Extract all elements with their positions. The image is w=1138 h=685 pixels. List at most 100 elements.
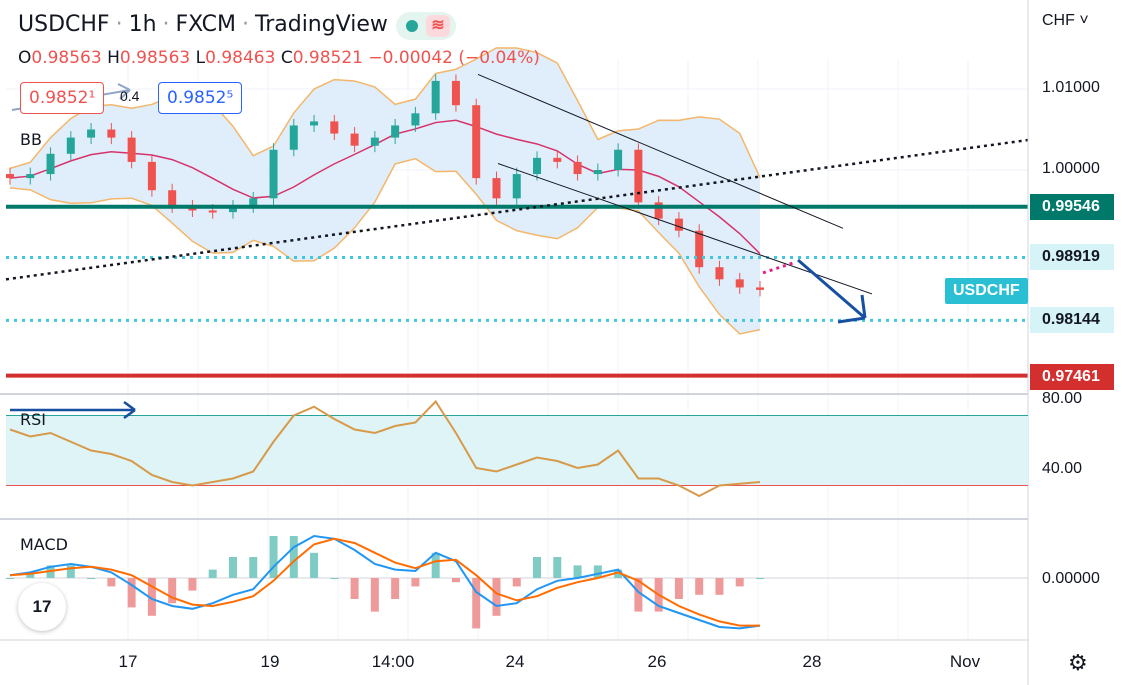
symbol-header: USDCHF · 1h · FXCM · TradingView <box>18 12 388 37</box>
candle-body <box>756 287 764 290</box>
macd-histogram-bar <box>87 578 96 579</box>
macd-histogram-bar <box>228 557 237 578</box>
macd-histogram-bar <box>188 578 197 591</box>
candle-body <box>127 137 136 162</box>
candle-body <box>614 149 623 170</box>
macd-histogram-bar <box>330 578 339 579</box>
macd-line <box>9 534 761 630</box>
candle-body <box>715 267 724 280</box>
level-badge-r1: 0.99546 <box>1030 194 1114 220</box>
last-price-symbol-badge: USDCHF <box>945 278 1028 304</box>
candle-body <box>553 157 562 162</box>
candle-body <box>593 170 602 175</box>
candle-body <box>26 174 35 179</box>
macd-histogram-bar <box>593 565 602 578</box>
price-tick: 1.01000 <box>1042 79 1100 96</box>
candle-body <box>269 149 278 199</box>
level-badge-s1: 0.98144 <box>1030 307 1114 333</box>
time-tick: 26 <box>647 652 667 671</box>
macd-histogram-bar <box>411 578 420 587</box>
candle-body <box>310 121 319 126</box>
candle-body <box>6 174 14 179</box>
candle-body <box>695 230 704 268</box>
macd-histogram-bar <box>695 578 704 595</box>
candle-body <box>411 113 420 126</box>
macd-indicator-label[interactable]: MACD <box>20 535 68 554</box>
macd-histogram-bar <box>66 565 75 578</box>
candle-body <box>674 218 683 231</box>
candle-body <box>208 210 217 213</box>
open-value: 0.98563 <box>31 48 102 68</box>
candle-body <box>735 279 744 288</box>
macd-histogram-bar <box>512 578 521 587</box>
change-value: −0.00042 (−0.04%) <box>368 48 540 68</box>
macd-histogram-bar <box>107 578 116 587</box>
macd-histogram-bar <box>208 569 217 578</box>
time-tick: 28 <box>802 652 822 671</box>
level-badge-s2: 0.97461 <box>1030 364 1114 390</box>
macd-histogram-bar <box>674 578 683 599</box>
candle-body <box>350 133 359 146</box>
bb-lower-band <box>9 157 761 335</box>
candle-body <box>533 157 542 175</box>
macd-histogram-bar <box>391 578 400 599</box>
macd-histogram-bar <box>756 578 764 579</box>
candle-body <box>654 202 663 219</box>
time-tick: 19 <box>260 652 280 671</box>
currency-selector[interactable]: CHF ˅ <box>1042 12 1089 29</box>
candle-body <box>107 129 116 138</box>
time-tick: Nov <box>949 652 981 671</box>
spread-value: 0.4 <box>120 88 140 104</box>
candle-body <box>573 161 582 175</box>
macd-histogram-bar <box>269 536 278 578</box>
time-tick: 14:00 <box>371 652 415 671</box>
candle-body <box>147 161 156 191</box>
time-tick: 17 <box>118 652 138 671</box>
macd-tick: 0.00000 <box>1042 570 1100 587</box>
macd-histogram-bar <box>715 578 724 595</box>
time-tick: 24 <box>505 652 525 671</box>
signal-line <box>9 537 760 627</box>
rsi-indicator-label[interactable]: RSI <box>20 410 46 429</box>
candle-body <box>431 80 440 114</box>
gear-icon[interactable]: ⚙ <box>1068 650 1088 675</box>
macd-histogram-bar <box>127 578 136 608</box>
symbol-name[interactable]: USDCHF <box>18 12 110 37</box>
rsi-band <box>6 415 1028 486</box>
market-status-toggle[interactable]: ≋ <box>396 12 456 40</box>
tradingview-logo-icon[interactable]: 17 <box>18 583 66 631</box>
macd-histogram-bar <box>451 578 460 583</box>
interval[interactable]: 1h <box>128 12 157 37</box>
macd-histogram-bar <box>147 578 156 616</box>
replay-icon: ≋ <box>426 15 450 37</box>
high-value: 0.98563 <box>119 48 191 68</box>
projection-dots <box>762 260 796 275</box>
buy-button[interactable]: 0.9852⁵ <box>158 82 243 114</box>
macd-histogram-bar <box>553 557 562 578</box>
rsi-line <box>9 399 761 498</box>
candle-body <box>289 125 298 150</box>
candle-body <box>66 137 75 154</box>
macd-histogram-bar <box>350 578 359 599</box>
broker: FXCM <box>175 12 236 37</box>
candle-body <box>168 190 177 207</box>
bb-upper-band <box>9 47 761 179</box>
rsi-tick: 40.00 <box>1042 460 1083 477</box>
candle-body <box>492 178 501 199</box>
macd-histogram-bar <box>472 578 481 629</box>
bb-indicator-label[interactable]: BB <box>20 130 42 149</box>
macd-histogram-bar <box>431 552 440 578</box>
candle-body <box>87 129 96 138</box>
macd-histogram-bar <box>370 578 379 612</box>
platform: TradingView <box>255 12 388 37</box>
low-value: 0.98463 <box>205 48 276 68</box>
rsi-tick: 80.00 <box>1042 390 1083 407</box>
macd-histogram-bar <box>6 578 14 579</box>
channel-lower-line <box>497 163 873 295</box>
candle-body <box>634 149 643 203</box>
candle-body <box>512 174 521 199</box>
candle-body <box>472 105 481 179</box>
sell-button[interactable]: 0.9852¹ <box>20 82 105 114</box>
channel-upper-line <box>477 73 844 229</box>
